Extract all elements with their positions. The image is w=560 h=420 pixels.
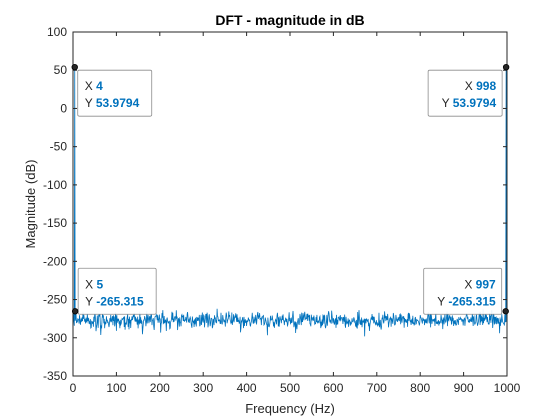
x-tick-label: 1000	[494, 381, 521, 395]
y-tick-label: 100	[47, 25, 67, 39]
x-tick-label: 0	[70, 381, 77, 395]
y-tick-label: -100	[43, 178, 67, 192]
y-axis-ticks: 100 50 0 -50 -100 -150 -200 -250 -300 -350	[43, 25, 507, 383]
datatip[interactable]: X 997 Y -265.315	[423, 267, 509, 315]
datatip[interactable]: X 5 Y -265.315	[71, 267, 157, 315]
y-tick-label: 50	[54, 63, 68, 77]
chart-title: DFT - magnitude in dB	[215, 12, 364, 28]
datatip-y-row: Y -265.315	[437, 294, 496, 308]
y-tick-label: -200	[43, 254, 67, 268]
x-axis-ticks: 0 100 200 300 400 500 600 700 800 900 1000	[70, 32, 521, 395]
datatip-box	[77, 267, 157, 315]
x-tick-label: 900	[454, 381, 474, 395]
datatip-box	[427, 69, 503, 117]
x-tick-label: 600	[323, 381, 343, 395]
y-axis-label: Magnitude (dB)	[23, 160, 38, 249]
x-tick-label: 200	[150, 381, 170, 395]
datatip-marker[interactable]	[71, 63, 78, 71]
y-tick-label: 0	[60, 101, 67, 115]
datatip[interactable]: X 4 Y 53.9794	[71, 63, 153, 117]
y-tick-label: -300	[43, 331, 67, 345]
y-tick-label: -350	[43, 369, 67, 383]
plot-area[interactable]: 0 100 200 300 400 500 600 700 800 900 1000 100500-…	[43, 25, 521, 395]
datatip-y-row: Y 53.9794	[442, 96, 497, 110]
x-axis-label: Frequency (Hz)	[245, 401, 335, 416]
y-tick-label: -250	[43, 293, 67, 307]
x-tick-label: 100	[106, 381, 126, 395]
y-tick-label: -150	[43, 216, 67, 230]
datatip-marker[interactable]	[502, 308, 509, 315]
x-tick-label: 700	[367, 381, 387, 395]
datatip-box	[423, 267, 503, 315]
datatip-y-row: Y -265.315	[85, 294, 144, 308]
datatip-x-row: X 5	[85, 277, 103, 291]
datatip-marker[interactable]	[71, 308, 79, 315]
x-tick-label: 500	[280, 381, 300, 395]
y-tick-label: -50	[50, 140, 68, 154]
datatip-x-row: X 997	[464, 277, 496, 291]
datatip-y-row: Y 53.9794	[85, 96, 140, 110]
datatip-box	[77, 69, 153, 117]
datatip-x-row: X 998	[465, 79, 497, 93]
magnitude-series-line	[72, 67, 508, 337]
signal-layer	[72, 67, 508, 337]
datatip[interactable]: X 998 Y 53.9794	[427, 63, 510, 117]
datatip-marker[interactable]	[502, 63, 510, 71]
x-tick-label: 400	[237, 381, 257, 395]
x-tick-label: 800	[410, 381, 430, 395]
x-tick-label: 300	[193, 381, 213, 395]
datatip-x-row: X 4	[85, 79, 103, 93]
